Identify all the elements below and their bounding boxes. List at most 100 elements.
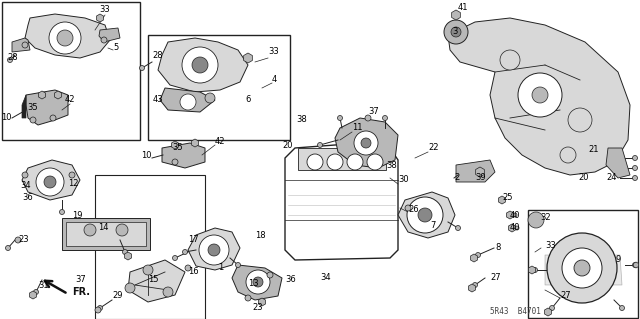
Text: 42: 42: [65, 95, 76, 105]
Circle shape: [347, 154, 363, 170]
Text: 1: 1: [218, 263, 223, 272]
Polygon shape: [26, 90, 68, 125]
Text: 2: 2: [454, 174, 460, 182]
Polygon shape: [232, 265, 282, 300]
Circle shape: [122, 249, 127, 255]
Bar: [528, 210, 638, 318]
Text: 37: 37: [368, 108, 379, 116]
Circle shape: [532, 268, 538, 272]
Text: 4: 4: [272, 76, 277, 85]
Circle shape: [532, 87, 548, 103]
Polygon shape: [22, 160, 80, 200]
Bar: [66, 222, 146, 246]
Circle shape: [15, 237, 21, 243]
Circle shape: [22, 172, 28, 178]
Polygon shape: [99, 28, 120, 42]
Circle shape: [60, 210, 65, 214]
Text: 12: 12: [68, 179, 79, 188]
Text: 23: 23: [253, 303, 263, 313]
Circle shape: [143, 265, 153, 275]
Circle shape: [476, 253, 481, 257]
Text: 9: 9: [615, 256, 620, 264]
Bar: [95, 175, 205, 319]
Circle shape: [568, 108, 592, 132]
Polygon shape: [97, 14, 104, 22]
Polygon shape: [468, 284, 476, 292]
Circle shape: [632, 166, 637, 170]
Text: 11: 11: [352, 123, 362, 132]
Text: 28: 28: [152, 50, 163, 60]
Polygon shape: [160, 88, 215, 112]
Circle shape: [560, 147, 576, 163]
Text: 5R43  B4701: 5R43 B4701: [490, 308, 541, 316]
Text: 17: 17: [188, 235, 198, 244]
Text: 38: 38: [296, 115, 307, 124]
Circle shape: [253, 277, 263, 287]
Text: 26: 26: [408, 205, 419, 214]
Circle shape: [354, 131, 378, 155]
Circle shape: [515, 226, 519, 230]
Text: 41: 41: [458, 4, 468, 12]
Circle shape: [317, 143, 323, 147]
Circle shape: [36, 168, 64, 196]
Polygon shape: [54, 91, 61, 99]
Text: FR.: FR.: [72, 287, 90, 297]
Polygon shape: [499, 196, 506, 204]
Text: 10: 10: [141, 151, 152, 160]
Text: 7: 7: [430, 220, 435, 229]
Circle shape: [267, 272, 273, 278]
Text: 15: 15: [148, 276, 159, 285]
Circle shape: [500, 50, 520, 70]
Circle shape: [620, 306, 625, 310]
Text: 20: 20: [282, 140, 292, 150]
Circle shape: [180, 94, 196, 110]
Polygon shape: [448, 18, 630, 175]
Polygon shape: [545, 255, 622, 285]
Text: 6: 6: [245, 95, 250, 105]
Polygon shape: [158, 38, 248, 92]
Polygon shape: [335, 118, 398, 168]
Circle shape: [84, 224, 96, 236]
Polygon shape: [25, 14, 110, 58]
Circle shape: [199, 235, 229, 265]
Circle shape: [451, 27, 461, 37]
Polygon shape: [606, 148, 630, 178]
Text: 34: 34: [320, 273, 331, 283]
Circle shape: [407, 197, 443, 233]
Circle shape: [513, 213, 517, 217]
Text: 36: 36: [285, 276, 296, 285]
Text: 33: 33: [545, 241, 556, 249]
Circle shape: [632, 155, 637, 160]
Circle shape: [50, 115, 56, 121]
Circle shape: [30, 117, 36, 123]
Circle shape: [550, 306, 554, 310]
Polygon shape: [529, 266, 536, 274]
Bar: [2, 2, 140, 140]
Text: 32: 32: [540, 213, 550, 222]
Polygon shape: [22, 95, 26, 118]
Circle shape: [182, 47, 218, 83]
Circle shape: [383, 115, 387, 121]
Circle shape: [172, 159, 178, 165]
Circle shape: [205, 93, 215, 103]
Text: 37: 37: [75, 276, 86, 285]
Text: 18: 18: [255, 231, 266, 240]
Text: 33: 33: [100, 5, 110, 14]
Text: 35: 35: [27, 103, 38, 113]
Circle shape: [57, 30, 73, 46]
Text: 28: 28: [8, 54, 18, 63]
Polygon shape: [12, 38, 30, 52]
Text: 27: 27: [490, 273, 500, 283]
Text: 19: 19: [72, 211, 83, 219]
Circle shape: [472, 283, 477, 287]
Circle shape: [163, 287, 173, 297]
Bar: [298, 148, 386, 170]
Circle shape: [632, 175, 637, 181]
Circle shape: [182, 249, 188, 255]
Polygon shape: [29, 291, 36, 299]
Polygon shape: [38, 91, 45, 99]
Polygon shape: [162, 143, 205, 168]
Text: 24: 24: [606, 174, 616, 182]
Circle shape: [246, 270, 270, 294]
Text: 10: 10: [1, 114, 12, 122]
